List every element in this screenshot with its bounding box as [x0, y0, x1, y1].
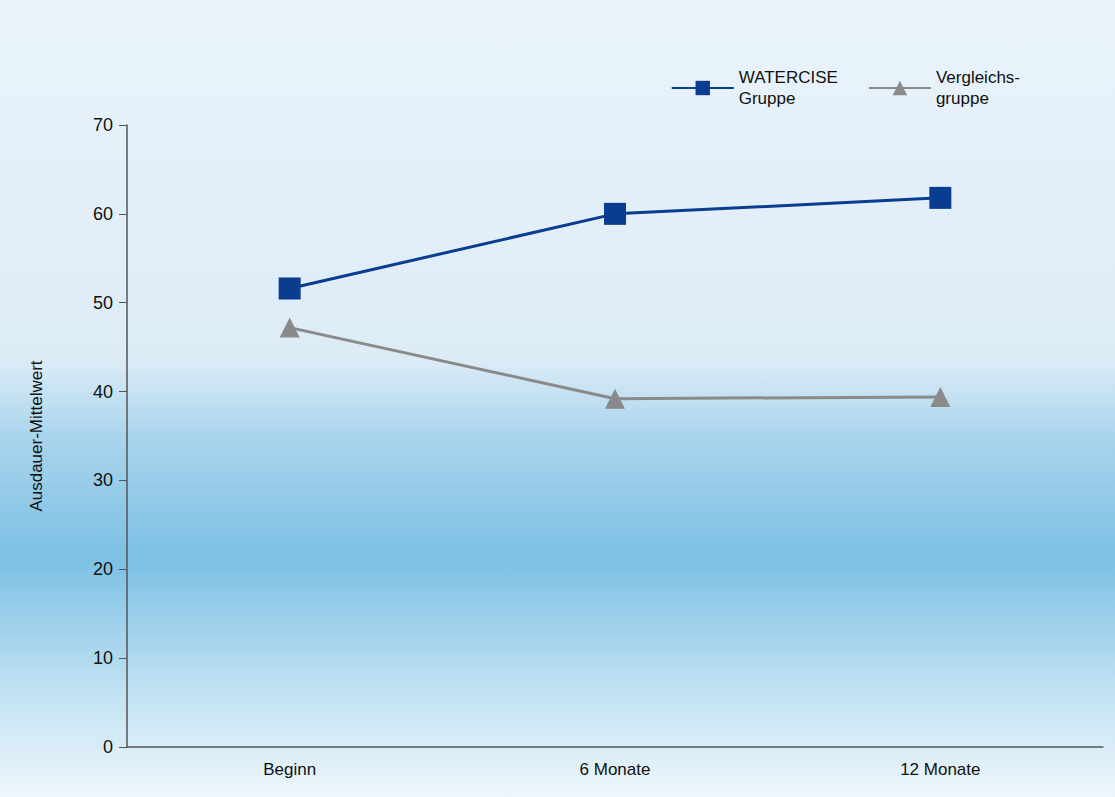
svg-text:40: 40 — [93, 382, 113, 402]
svg-text:50: 50 — [93, 293, 113, 313]
svg-text:WATERCISE: WATERCISE — [739, 68, 838, 87]
svg-text:Beginn: Beginn — [263, 760, 316, 779]
svg-text:gruppe: gruppe — [936, 89, 989, 108]
svg-text:30: 30 — [93, 470, 113, 490]
svg-text:10: 10 — [93, 648, 113, 668]
svg-text:Vergleichs-: Vergleichs- — [936, 68, 1020, 87]
svg-text:6 Monate: 6 Monate — [580, 760, 651, 779]
svg-text:70: 70 — [93, 115, 113, 135]
svg-text:Gruppe: Gruppe — [739, 89, 796, 108]
svg-text:Ausdauer-Mittelwert: Ausdauer-Mittelwert — [27, 360, 46, 511]
svg-text:0: 0 — [103, 737, 113, 757]
svg-text:60: 60 — [93, 204, 113, 224]
svg-text:12 Monate: 12 Monate — [900, 760, 980, 779]
svg-text:20: 20 — [93, 559, 113, 579]
